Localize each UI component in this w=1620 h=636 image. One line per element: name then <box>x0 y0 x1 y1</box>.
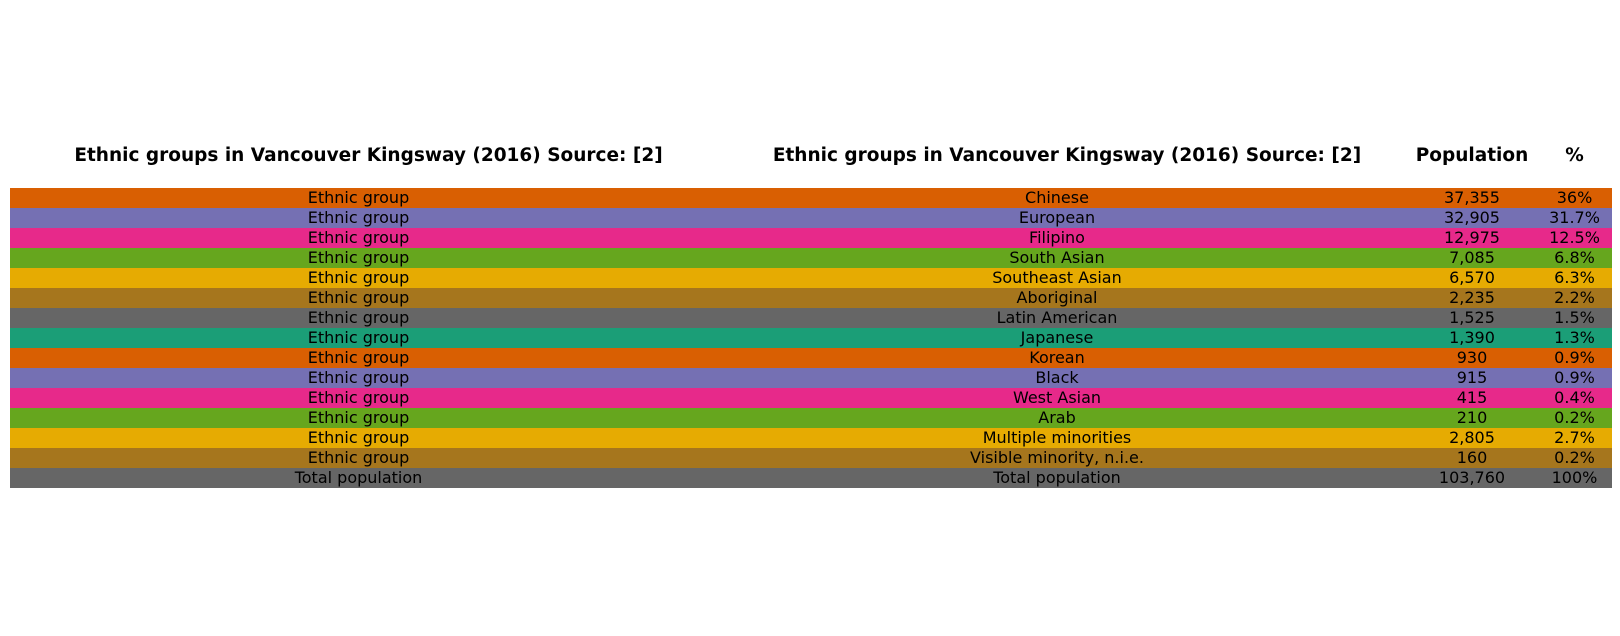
table-cell: Japanese <box>1020 328 1094 347</box>
table-cell: 1,525 <box>1449 308 1495 327</box>
table-cell: 1.3% <box>1554 328 1595 347</box>
table-cell: 210 <box>1456 408 1488 427</box>
table-cell: 103,760 <box>1438 468 1506 487</box>
table-cell: 36% <box>1556 188 1593 207</box>
table-cell: 12,975 <box>1444 228 1500 247</box>
table-row: Ethnic group Korean 930 0.9% <box>10 348 1612 368</box>
table-cell: Black <box>1035 368 1079 387</box>
table-cell: 6.3% <box>1554 268 1595 287</box>
table-row: Ethnic group Japanese 1,390 1.3% <box>10 328 1612 348</box>
table-cell: Ethnic group <box>307 268 410 287</box>
table-row: Ethnic group Southeast Asian 6,570 6.3% <box>10 268 1612 288</box>
table-cell: 0.9% <box>1554 368 1595 387</box>
table-cell: 100% <box>1551 468 1598 487</box>
table-cell: Ethnic group <box>307 428 410 447</box>
table-cell: West Asian <box>1012 388 1102 407</box>
table-cell: Latin American <box>996 308 1118 327</box>
table-cell: 915 <box>1456 368 1488 387</box>
table-cell: 7,085 <box>1449 248 1495 267</box>
table-cell: 1.5% <box>1554 308 1595 327</box>
table-cell: Arab <box>1038 408 1076 427</box>
table-cell: 415 <box>1456 388 1488 407</box>
table-row: Ethnic group Visible minority, n.i.e. 160 0… <box>10 448 1612 468</box>
table-cell: 12.5% <box>1549 228 1600 247</box>
table-row: Ethnic group West Asian 415 0.4% <box>10 388 1612 408</box>
table-cell: 0.9% <box>1554 348 1595 367</box>
table-cell: Ethnic group <box>307 308 410 327</box>
table-row: Ethnic group Chinese 37,355 36% <box>10 188 1612 208</box>
table-row: Total population Total population 103,760 1… <box>10 468 1612 488</box>
table-cell: Ethnic group <box>307 448 410 467</box>
table-cell: 2,235 <box>1449 288 1495 307</box>
table-cell: 1,390 <box>1449 328 1495 347</box>
table-cell: Total population <box>993 468 1121 487</box>
table-cell: 0.2% <box>1554 448 1595 467</box>
table-cell: Chinese <box>1025 188 1089 207</box>
table-cell: 930 <box>1456 348 1488 367</box>
table-cell: 160 <box>1456 448 1488 467</box>
table-cell: Ethnic group <box>307 288 410 307</box>
table-cell: 32,905 <box>1444 208 1500 227</box>
table-header-row: Ethnic groups in Vancouver Kingsway (201… <box>10 140 1612 188</box>
table-row: Ethnic group Arab 210 0.2% <box>10 408 1612 428</box>
table-cell: Filipino <box>1029 228 1085 247</box>
table-cell: Southeast Asian <box>992 268 1122 287</box>
table-cell: 6,570 <box>1449 268 1495 287</box>
table-cell: Total population <box>294 468 423 487</box>
table-cell: Ethnic group <box>307 188 410 207</box>
table-row: Ethnic group European 32,905 31.7% <box>10 208 1612 228</box>
header-cell: Ethnic groups in Vancouver Kingsway (201… <box>772 145 1362 166</box>
table-cell: Visible minority, n.i.e. <box>970 448 1144 467</box>
table-cell: Ethnic group <box>307 408 410 427</box>
table-cell: Aboriginal <box>1016 288 1098 307</box>
table-cell: South Asian <box>1009 248 1105 267</box>
table-cell: 0.4% <box>1554 388 1595 407</box>
table-cell: 37,355 <box>1444 188 1500 207</box>
table-row: Ethnic group South Asian 7,085 6.8% <box>10 248 1612 268</box>
table-cell: Korean <box>1029 348 1085 367</box>
table-row: Ethnic group Multiple minorities 2,805 2.7% <box>10 428 1612 448</box>
table-cell: 2,805 <box>1449 428 1495 447</box>
ethnic-groups-table: Ethnic groups in Vancouver Kingsway (201… <box>10 140 1612 488</box>
table-cell: 2.7% <box>1554 428 1595 447</box>
table-cell: 31.7% <box>1549 208 1600 227</box>
table-cell: Ethnic group <box>307 208 410 227</box>
table-cell: Ethnic group <box>307 328 410 347</box>
table-cell: 0.2% <box>1554 408 1595 427</box>
table-cell: Ethnic group <box>307 388 410 407</box>
header-cell: Ethnic groups in Vancouver Kingsway (201… <box>74 145 663 166</box>
table-cell: 6.8% <box>1554 248 1595 267</box>
table-cell: European <box>1018 208 1096 227</box>
table-cell: Multiple minorities <box>982 428 1132 447</box>
table-row: Ethnic group Aboriginal 2,235 2.2% <box>10 288 1612 308</box>
table-row: Ethnic group Latin American 1,525 1.5% <box>10 308 1612 328</box>
table-body: Ethnic group Chinese 37,355 36% Ethnic group… <box>10 188 1612 488</box>
table-cell: Ethnic group <box>307 348 410 367</box>
table-cell: Ethnic group <box>307 228 410 247</box>
table-cell: 2.2% <box>1554 288 1595 307</box>
table-row: Ethnic group Black 915 0.9% <box>10 368 1612 388</box>
header-cell: % <box>1565 145 1584 166</box>
table-cell: Ethnic group <box>307 368 410 387</box>
table-row: Ethnic group Filipino 12,975 12.5% <box>10 228 1612 248</box>
table-cell: Ethnic group <box>307 248 410 267</box>
header-cell: Population <box>1415 145 1529 166</box>
